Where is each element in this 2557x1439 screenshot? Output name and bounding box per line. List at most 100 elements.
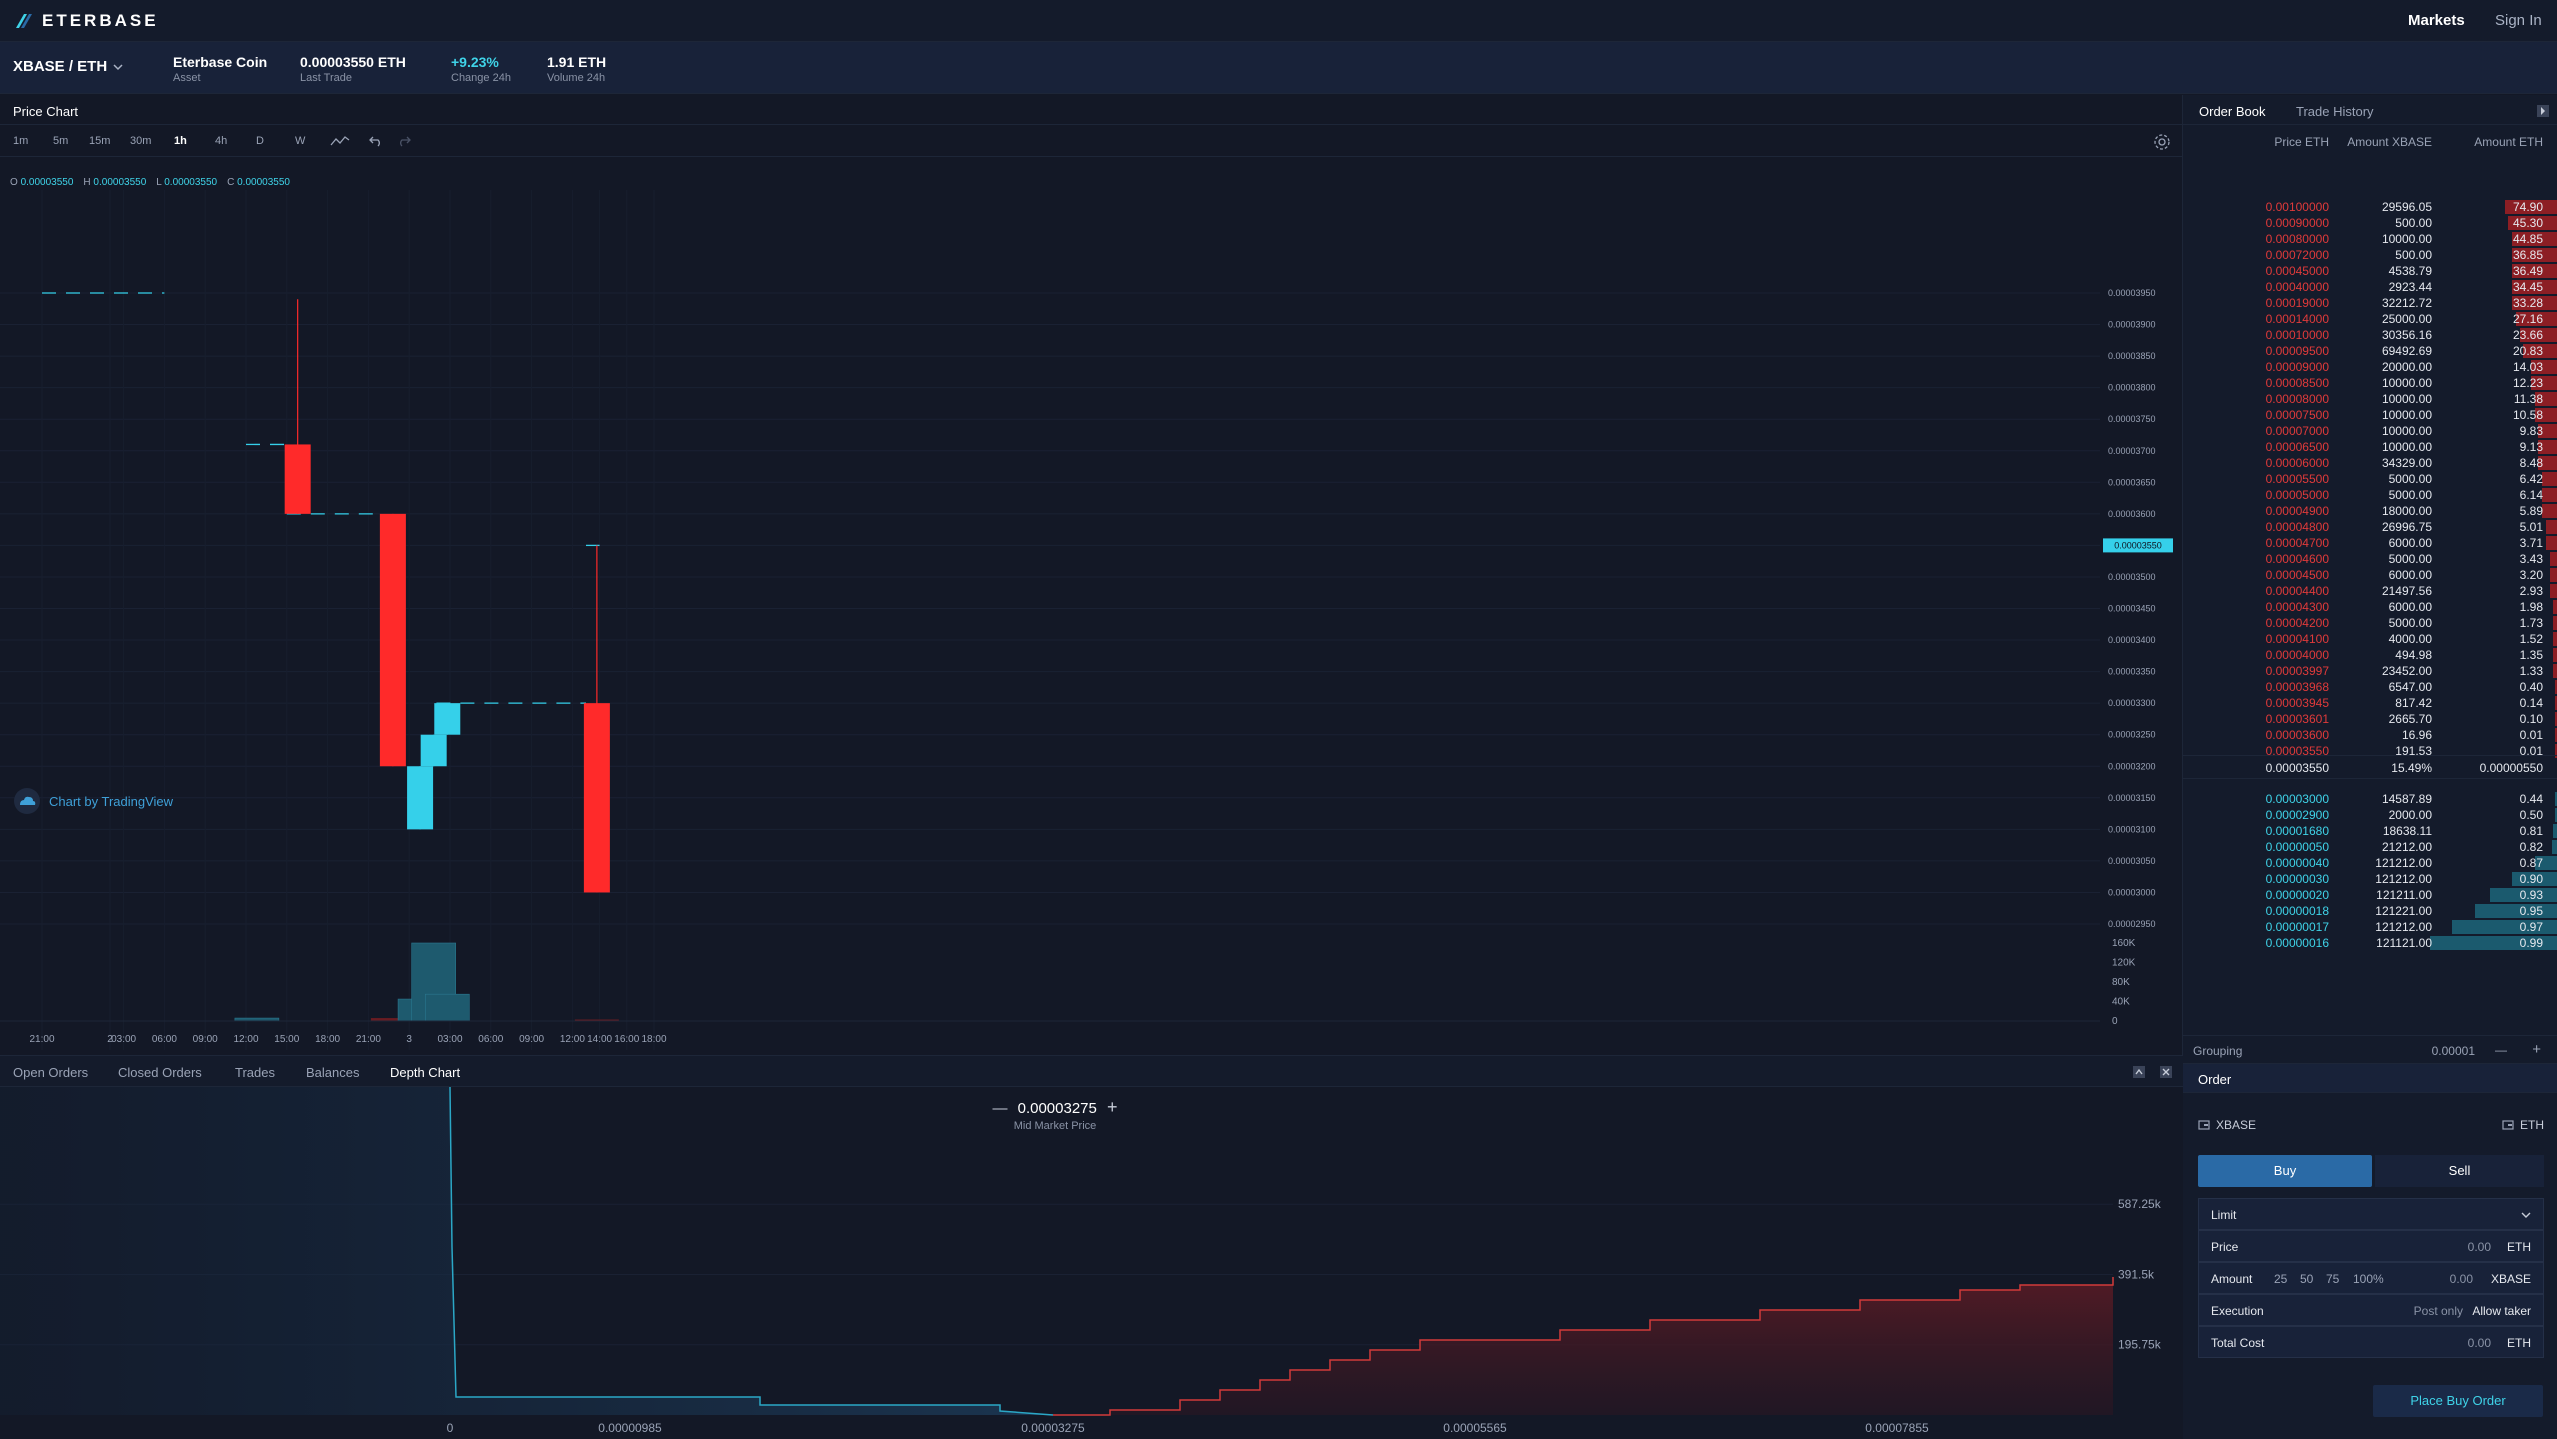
collapse-sidebar-icon[interactable] [2536,104,2550,118]
zoom-in-button[interactable]: + [1107,1097,1118,1117]
ask-row[interactable]: 0.00004900 18000.00 5.89 [2183,503,2557,519]
ask-row[interactable]: 0.00045000 4538.79 36.49 [2183,263,2557,279]
price-chart-panel: Price Chart 1m 5m 15m 30m 1h 4h D W O 0.… [0,95,2183,1055]
bid-row[interactable]: 0.00003000 14587.89 0.44 [2183,791,2557,807]
ask-row[interactable]: 0.00007000 10000.00 9.83 [2183,423,2557,439]
candlestick-chart[interactable]: 0.00003950 0.00003900 0.00003850 0.00003800… [0,190,2183,1050]
close-panel-icon[interactable] [2159,1065,2173,1079]
ask-row[interactable]: 0.00014000 25000.00 27.16 [2183,311,2557,327]
candle-body[interactable] [379,513,406,767]
ask-row[interactable]: 0.00006500 10000.00 9.13 [2183,439,2557,455]
grouping-minus-button[interactable]: — [2495,1043,2507,1057]
zoom-out-button[interactable]: — [992,1100,1008,1117]
amount-field[interactable]: Amount 25 50 75 100% 0.00 XBASE [2198,1262,2544,1294]
nav-markets-link[interactable]: Markets [2408,12,2465,29]
ask-row[interactable]: 0.00005500 5000.00 6.42 [2183,471,2557,487]
undo-icon[interactable] [369,135,383,147]
ask-row[interactable]: 0.00003601 2665.70 0.10 [2183,711,2557,727]
candle-body[interactable] [583,703,610,893]
grouping-plus-button[interactable]: + [2532,1041,2541,1058]
ask-row[interactable]: 0.00003968 6547.00 0.40 [2183,679,2557,695]
tf-1m[interactable]: 1m [13,135,29,147]
ask-row[interactable]: 0.00010000 30356.16 23.66 [2183,327,2557,343]
indicators-icon[interactable] [330,135,350,147]
candle-body[interactable] [420,734,447,767]
amount-input[interactable]: 0.00 [2449,1272,2473,1286]
ask-row[interactable]: 0.00004200 5000.00 1.73 [2183,615,2557,631]
bid-row[interactable]: 0.00000040 121212.00 0.87 [2183,855,2557,871]
ask-row[interactable]: 0.00040000 2923.44 34.45 [2183,279,2557,295]
tf-1h[interactable]: 1h [174,135,187,147]
bid-row[interactable]: 0.00001680 18638.11 0.81 [2183,823,2557,839]
tf-30m[interactable]: 30m [130,135,152,147]
amount-pct-50[interactable]: 50 [2300,1272,2314,1286]
tf-w[interactable]: W [295,135,306,147]
ask-row[interactable]: 0.00090000 500.00 45.30 [2183,215,2557,231]
ask-row[interactable]: 0.00003550 191.53 0.01 [2183,743,2557,759]
place-buy-order-button[interactable]: Place Buy Order [2373,1385,2543,1417]
ask-row[interactable]: 0.00004000 494.98 1.35 [2183,647,2557,663]
ask-row[interactable]: 0.00100000 29596.05 74.90 [2183,199,2557,215]
tab-depth-chart[interactable]: Depth Chart [390,1065,461,1080]
ask-row[interactable]: 0.00004500 6000.00 3.20 [2183,567,2557,583]
bid-row[interactable]: 0.00000017 121212.00 0.97 [2183,919,2557,935]
amount-pct-75[interactable]: 75 [2326,1272,2340,1286]
tradingview-credit[interactable]: Chart by TradingView [13,787,173,815]
amount-pct-25[interactable]: 25 [2274,1272,2288,1286]
ask-row[interactable]: 0.00004300 6000.00 1.98 [2183,599,2557,615]
chart-settings-gear-icon[interactable] [2153,133,2171,151]
tab-trades[interactable]: Trades [235,1065,275,1080]
tab-order-book[interactable]: Order Book [2199,104,2266,119]
ask-row[interactable]: 0.00019000 32212.72 33.28 [2183,295,2557,311]
tab-open-orders[interactable]: Open Orders [13,1065,89,1080]
tf-4h[interactable]: 4h [215,135,228,147]
ask-row[interactable]: 0.00004400 21497.56 2.93 [2183,583,2557,599]
sell-tab-button[interactable]: Sell [2375,1155,2544,1187]
ask-row[interactable]: 0.00004700 6000.00 3.71 [2183,535,2557,551]
depth-chart[interactable]: 587.25k 391.5k 195.75k 0 0.00000985 0.000032… [0,1087,2183,1439]
bid-row[interactable]: 0.00000018 121221.00 0.95 [2183,903,2557,919]
bid-row[interactable]: 0.00000030 121212.00 0.90 [2183,871,2557,887]
nav-sign-in-link[interactable]: Sign In [2495,12,2542,29]
tab-balances[interactable]: Balances [306,1065,360,1080]
brand-logo[interactable]: ETERBASE [14,10,159,32]
ask-row[interactable]: 0.00005000 5000.00 6.14 [2183,487,2557,503]
candle-body[interactable] [407,766,434,830]
price-field[interactable]: Price 0.00 ETH [2198,1230,2544,1262]
ask-row[interactable]: 0.00009500 69492.69 20.83 [2183,343,2557,359]
ask-row[interactable]: 0.00003945 817.42 0.14 [2183,695,2557,711]
tab-closed-orders[interactable]: Closed Orders [118,1065,202,1080]
ask-row[interactable]: 0.00003997 23452.00 1.33 [2183,663,2557,679]
allow-taker-option[interactable]: Allow taker [2472,1304,2531,1318]
ask-row[interactable]: 0.00080000 10000.00 44.85 [2183,231,2557,247]
tf-5m[interactable]: 5m [53,135,69,147]
bid-row[interactable]: 0.00000016 121121.00 0.99 [2183,935,2557,951]
expand-panel-icon[interactable] [2132,1065,2146,1079]
ask-row[interactable]: 0.00008500 10000.00 12.23 [2183,375,2557,391]
buy-tab-button[interactable]: Buy [2198,1155,2372,1187]
bid-row[interactable]: 0.00000020 121211.00 0.93 [2183,887,2557,903]
ask-row[interactable]: 0.00003600 16.96 0.01 [2183,727,2557,743]
amount-pct-100[interactable]: 100% [2353,1272,2384,1286]
ask-row[interactable]: 0.00004600 5000.00 3.43 [2183,551,2557,567]
ask-row[interactable]: 0.00072000 500.00 36.85 [2183,247,2557,263]
redo-icon[interactable] [397,135,411,147]
candle-body[interactable] [434,703,461,735]
tf-d[interactable]: D [256,135,264,147]
order-type-select[interactable]: Limit [2198,1198,2544,1230]
tab-trade-history[interactable]: Trade History [2296,104,2374,119]
ask-row[interactable]: 0.00007500 10000.00 10.58 [2183,407,2557,423]
depth-fill-bar [2452,920,2557,934]
candle-body[interactable] [284,444,311,514]
post-only-option[interactable]: Post only [2413,1304,2463,1318]
pair-selector[interactable]: XBASE / ETH [13,58,123,75]
ask-row[interactable]: 0.00004800 26996.75 5.01 [2183,519,2557,535]
ask-row[interactable]: 0.00008000 10000.00 11.38 [2183,391,2557,407]
bid-row[interactable]: 0.00000050 21212.00 0.82 [2183,839,2557,855]
tf-15m[interactable]: 15m [89,135,111,147]
ask-row[interactable]: 0.00006000 34329.00 8.48 [2183,455,2557,471]
bid-row[interactable]: 0.00002900 2000.00 0.50 [2183,807,2557,823]
price-input[interactable]: 0.00 [2467,1240,2491,1254]
ask-row[interactable]: 0.00004100 4000.00 1.52 [2183,631,2557,647]
ask-row[interactable]: 0.00009000 20000.00 14.03 [2183,359,2557,375]
